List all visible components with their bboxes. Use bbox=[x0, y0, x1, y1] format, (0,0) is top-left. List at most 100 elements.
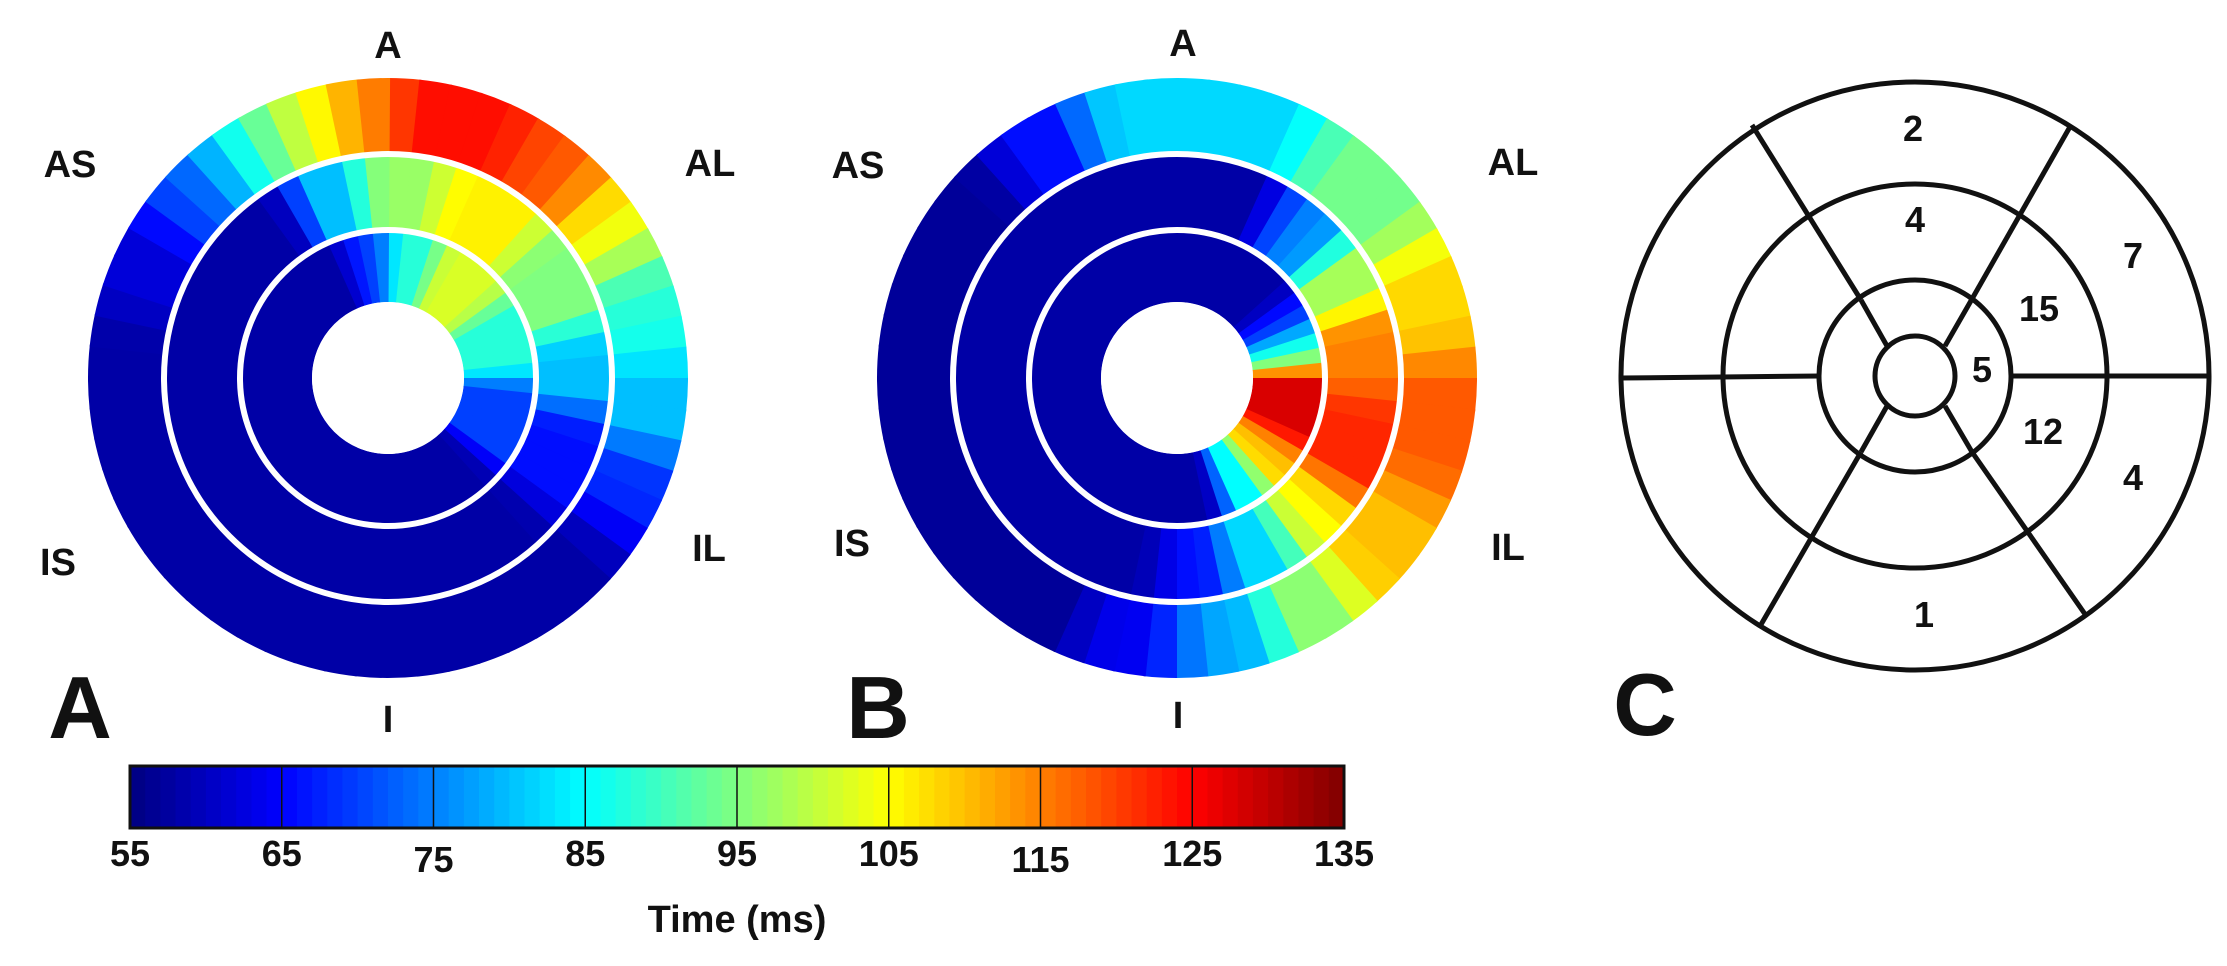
colorbar-bin bbox=[858, 766, 875, 828]
polar-b-outer-sector bbox=[1358, 201, 1438, 268]
colorbar-bin bbox=[676, 766, 693, 828]
polar-b-inner-sector bbox=[1221, 434, 1277, 499]
colorbar-bin bbox=[251, 766, 268, 828]
polar-b-outer-sector bbox=[1370, 228, 1452, 289]
polar-b-outer-sector bbox=[1308, 135, 1380, 213]
polar-a-mid-sector bbox=[497, 228, 571, 292]
polar-a-inner-sector bbox=[453, 408, 524, 453]
polar-a-outer-sector bbox=[209, 558, 276, 638]
divider-upper-left-outer bbox=[1749, 123, 1864, 302]
ring-border-outer bbox=[161, 151, 615, 605]
polar-b-inner-sector bbox=[1160, 453, 1177, 526]
colorbar-bin bbox=[1237, 766, 1254, 828]
polar-a-inner-sector bbox=[267, 422, 332, 478]
polar-b-inner-sector bbox=[1102, 443, 1147, 514]
polar-b-outer-sector bbox=[1307, 544, 1378, 622]
polar-a-outer-sector bbox=[600, 424, 682, 473]
polar-b-inner-sector bbox=[1214, 439, 1264, 507]
segment-diagram bbox=[1618, 79, 2212, 673]
polar-a-inner-sector bbox=[463, 378, 536, 395]
polar-b-inner-sector bbox=[1056, 422, 1121, 478]
colorbar-bin bbox=[1207, 766, 1224, 828]
polar-a-outer-sector bbox=[519, 135, 591, 213]
polar-b-outer-sector bbox=[1370, 469, 1452, 530]
polar-a-mid-sector bbox=[418, 158, 459, 238]
polar-b-mid-sector bbox=[1084, 512, 1132, 592]
polar-a-mid-sector bbox=[274, 505, 328, 583]
polar-a-mid-sector bbox=[528, 308, 608, 349]
panel-letter-c: C bbox=[1613, 655, 1677, 754]
polar-b-mid-sector bbox=[1321, 331, 1400, 364]
polar-b-mid-sector bbox=[1286, 228, 1360, 292]
colorbar-bin bbox=[1298, 766, 1315, 828]
polar-a-mid-sector bbox=[205, 464, 279, 528]
label-inferolateral: IL bbox=[1491, 527, 1525, 569]
colorbar-bin bbox=[706, 766, 723, 828]
polar-a-outer-sector bbox=[591, 447, 674, 502]
label-anterior: A bbox=[1169, 23, 1196, 65]
polar-b-inner-sector bbox=[1252, 362, 1325, 380]
colorbar-bin bbox=[130, 766, 146, 828]
polar-a-mid-sector bbox=[164, 353, 241, 378]
polar-a-outer-sector bbox=[113, 467, 195, 528]
polar-b-inner-sector bbox=[1115, 447, 1154, 519]
polar-b-mid-sector bbox=[1177, 154, 1202, 231]
colorbar-bin bbox=[630, 766, 647, 828]
colorbar-bin bbox=[539, 766, 556, 828]
polar-a-outer-sector bbox=[187, 134, 258, 212]
polar-a-mid-sector bbox=[474, 487, 538, 561]
polar-b-outer-sector bbox=[976, 134, 1047, 212]
colorbar-title: Time (ms) bbox=[648, 899, 827, 941]
polar-b-inner-sector bbox=[1089, 439, 1139, 507]
polar-b-inner-sector bbox=[1035, 400, 1108, 439]
polar-a-outer-sector bbox=[211, 117, 278, 197]
polar-b-outer-sector bbox=[1000, 117, 1067, 197]
polar-a-mid-sector bbox=[174, 285, 254, 333]
polar-b-mid-sector bbox=[1153, 154, 1179, 231]
colorbar-bin bbox=[1283, 766, 1300, 828]
colorbar-tick-label: 95 bbox=[717, 833, 757, 874]
colorbar-tick-label: 105 bbox=[859, 833, 919, 874]
colorbar-bin bbox=[843, 766, 859, 828]
colorbar-frame bbox=[128, 764, 1346, 830]
polar-b-inner-sector bbox=[1246, 317, 1319, 356]
polar-b-outer-sector bbox=[1342, 509, 1420, 581]
polar-b-mid-sector bbox=[1106, 518, 1147, 598]
polar-a-mid-sector bbox=[535, 354, 612, 380]
polar-b-outer-sector bbox=[1380, 447, 1463, 502]
polar-b-inner-sector bbox=[1048, 290, 1116, 340]
polar-a-inner-sector bbox=[418, 242, 463, 313]
polar-a-outer-sector bbox=[127, 488, 207, 555]
polar-b-mid-sector bbox=[1317, 408, 1397, 449]
colorbar-bin bbox=[190, 766, 207, 828]
colorbar-bin bbox=[312, 766, 328, 828]
colorbar-bin bbox=[615, 766, 632, 828]
polar-a-outer-sector bbox=[388, 78, 422, 156]
colorbar-bin bbox=[994, 766, 1011, 828]
colorbar-bin bbox=[737, 766, 753, 828]
colorbar-bin bbox=[934, 766, 951, 828]
polar-a-inner-sector bbox=[240, 346, 314, 371]
polar-a-mid-sector bbox=[448, 173, 502, 251]
polar-b-mid-sector bbox=[1192, 155, 1226, 234]
polar-b-outer-sector bbox=[883, 283, 965, 332]
colorbar-bin bbox=[782, 766, 799, 828]
polar-b-mid-sector bbox=[1207, 158, 1248, 238]
polar-a-outer-sector bbox=[128, 199, 208, 266]
polar-a-mid-sector bbox=[364, 154, 390, 231]
polar-b-outer-sector bbox=[878, 313, 959, 355]
colorbar-tick-label: 115 bbox=[1011, 839, 1069, 880]
polar-a-mid-sector bbox=[462, 184, 521, 259]
polar-b-inner-sector bbox=[1029, 361, 1102, 378]
polar-a-mid-sector bbox=[318, 158, 359, 238]
polar-b-inner-sector bbox=[1227, 268, 1288, 328]
polar-a-outer-sector bbox=[89, 399, 169, 441]
polar-b-inner-sector bbox=[1067, 267, 1127, 328]
polar-b-mid-sector bbox=[983, 245, 1058, 304]
polar-b-mid-sector bbox=[972, 264, 1050, 318]
polar-b-inner-sector bbox=[1242, 304, 1313, 348]
colorbar-bin bbox=[145, 766, 161, 828]
polar-b-inner-sector bbox=[1066, 428, 1127, 488]
polar-b-inner-sector bbox=[1177, 230, 1194, 303]
polar-a-outer-sector bbox=[102, 445, 184, 501]
